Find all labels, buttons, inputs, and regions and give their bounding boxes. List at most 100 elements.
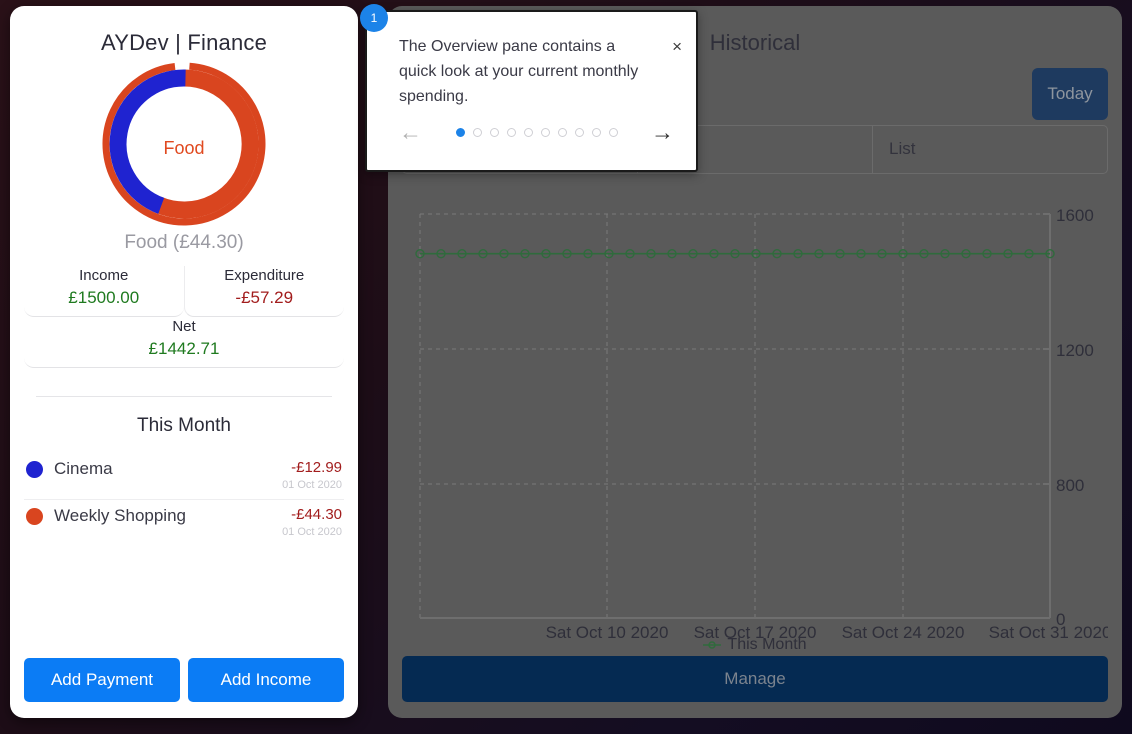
y-tick-label: 0 — [1056, 610, 1065, 629]
tour-dot-7[interactable] — [557, 128, 567, 137]
donut-outer-highlight-arc — [102, 62, 266, 226]
chart-point — [1045, 248, 1055, 259]
chart-point — [457, 248, 467, 259]
chart-point — [625, 248, 635, 259]
x-axis-tick-labels: Sat Oct 10 2020 Sat Oct 17 2020 Sat Oct 24… — [546, 623, 1108, 642]
chart-point — [961, 248, 971, 259]
close-icon[interactable]: × — [672, 37, 682, 56]
arrow-right-icon[interactable]: → — [651, 119, 674, 145]
income-label: Income — [79, 267, 129, 284]
tour-step-badge: 1 — [360, 4, 388, 32]
chart-point — [877, 248, 887, 259]
y-tick-label: 1200 — [1056, 341, 1094, 360]
add-income-button[interactable]: Add Income — [188, 658, 344, 702]
chart-point — [646, 248, 656, 259]
tour-navigation: ← → — [399, 121, 674, 144]
tour-dot-1[interactable] — [455, 128, 465, 137]
chart-point — [520, 248, 530, 259]
historical-chart[interactable]: 1600 1200 800 0 Sat Oct 10 2020 Sat Oct 17 2… — [402, 186, 1108, 656]
expenditure-label: Expenditure — [224, 267, 305, 284]
legend-label: This Month — [727, 636, 807, 653]
transaction-date: 01 Oct 2020 — [282, 526, 342, 538]
chart-point — [583, 248, 593, 259]
chart-point — [772, 248, 782, 259]
y-tick-label: 1600 — [1056, 206, 1094, 225]
x-tick-label: Sat Oct 10 2020 — [546, 623, 669, 642]
tour-dot-9[interactable] — [591, 128, 601, 137]
historical-title: Historical — [709, 30, 801, 55]
arrow-left-icon[interactable]: ← — [399, 119, 422, 145]
chart-point — [604, 248, 614, 259]
chart-point — [415, 248, 425, 259]
tour-dot-6[interactable] — [540, 128, 550, 137]
chart-point — [667, 248, 677, 259]
chart-point — [751, 248, 761, 259]
overview-panel: AYDev | Finance Food Food (£44.30) Incom… — [10, 6, 358, 718]
net-value: £1442.71 — [148, 339, 220, 358]
tour-dot-8[interactable] — [574, 128, 584, 137]
stat-expenditure: Expenditure -£57.29 — [183, 266, 344, 317]
net-label: Net — [172, 318, 196, 335]
app-title: AYDev | Finance — [100, 30, 268, 55]
donut-segment-food[interactable] — [154, 69, 259, 219]
chart-point — [940, 248, 950, 259]
expenditure-value: -£57.29 — [235, 288, 294, 307]
manage-button[interactable]: Manage — [402, 656, 1108, 702]
tour-step-dots — [455, 128, 618, 137]
tour-dot-4[interactable] — [506, 128, 516, 137]
chart-point — [835, 248, 845, 259]
transaction-name: Weekly Shopping — [54, 506, 186, 525]
tour-dot-2[interactable] — [472, 128, 482, 137]
category-color-dot — [26, 507, 43, 525]
chart-series-this-month — [415, 248, 1055, 259]
income-value: £1500.00 — [68, 288, 140, 307]
tour-tooltip: 1 × The Overview pane contains a quick l… — [360, 4, 698, 172]
transaction-amount: -£44.30 — [291, 506, 342, 523]
donut-chart[interactable]: Food — [24, 60, 344, 228]
x-tick-label: Sat Oct 24 2020 — [842, 623, 965, 642]
section-divider — [36, 396, 332, 397]
tour-dot-10[interactable] — [608, 128, 618, 137]
chart-point — [499, 248, 509, 259]
donut-caption: Food (£44.30) — [124, 232, 244, 253]
tour-dot-3[interactable] — [489, 128, 499, 137]
chart-point — [1003, 248, 1013, 259]
category-color-dot — [26, 460, 43, 478]
chart-point — [898, 248, 908, 259]
chart-point — [793, 248, 803, 259]
tab-list[interactable]: List — [872, 125, 1107, 173]
list-item[interactable]: Weekly Shopping -£44.30 01 Oct 2020 — [24, 500, 344, 546]
stat-income: Income £1500.00 — [24, 266, 184, 317]
transaction-amount: -£12.99 — [291, 459, 342, 476]
chart-point — [436, 248, 446, 259]
transaction-list: Cinema -£12.99 01 Oct 2020 Weekly Shoppi… — [24, 453, 344, 546]
y-axis-tick-labels: 1600 1200 800 0 — [1056, 206, 1094, 629]
transaction-date: 01 Oct 2020 — [282, 479, 342, 491]
action-button-row: Add Payment Add Income — [24, 658, 344, 718]
tour-dot-5[interactable] — [523, 128, 533, 137]
chart-point — [478, 248, 488, 259]
chart-point — [688, 248, 698, 259]
x-tick-label: Sat Oct 31 2020 — [989, 623, 1108, 642]
list-item[interactable]: Cinema -£12.99 01 Oct 2020 — [24, 453, 344, 500]
stat-net: Net £1442.71 — [24, 317, 344, 368]
chart-point — [919, 248, 929, 259]
chart-legend: This Month — [402, 636, 1108, 654]
tour-text: The Overview pane contains a quick look … — [399, 38, 639, 105]
chart-point — [856, 248, 866, 259]
legend-marker-icon — [703, 641, 722, 649]
chart-point — [541, 248, 551, 259]
add-payment-button[interactable]: Add Payment — [24, 658, 180, 702]
line-chart-svg: 1600 1200 800 0 Sat Oct 10 2020 Sat Oct 17 2… — [415, 206, 1108, 642]
chart-point — [982, 248, 992, 259]
x-tick-label: Sat Oct 17 2020 — [694, 623, 817, 642]
chart-point — [562, 248, 572, 259]
donut-center-label: Food — [163, 138, 205, 158]
y-tick-label: 800 — [1056, 476, 1084, 495]
chart-point — [730, 248, 740, 259]
donut-segment-cinema[interactable] — [109, 69, 186, 214]
donut-svg — [102, 62, 266, 226]
this-month-heading: This Month — [137, 415, 231, 436]
chart-point — [1024, 248, 1034, 259]
today-button[interactable]: Today — [1032, 68, 1108, 120]
